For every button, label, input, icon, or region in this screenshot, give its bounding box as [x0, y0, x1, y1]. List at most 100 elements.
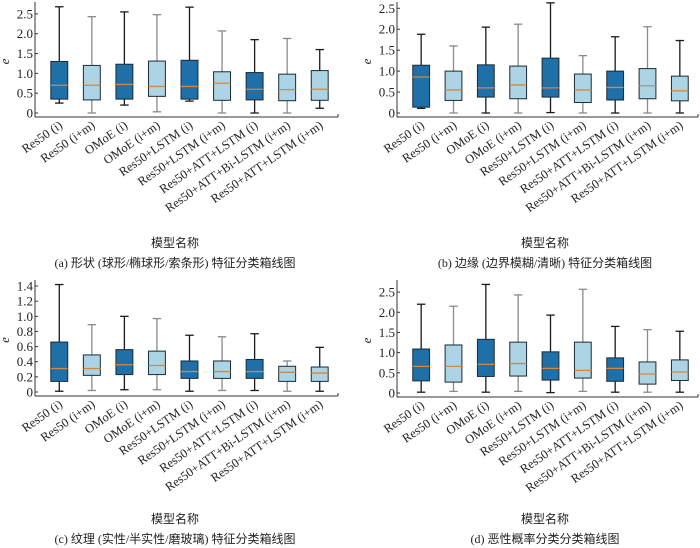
- box-7: [606, 36, 625, 114]
- iqr-box: [476, 64, 495, 98]
- y-tick-label: 0: [389, 386, 396, 401]
- y-tick-label: 0.4: [17, 354, 34, 369]
- box-9: [670, 39, 689, 114]
- iqr-box: [82, 64, 101, 101]
- box-5: [541, 2, 560, 114]
- y-axis-label: e: [359, 337, 374, 343]
- box-8: [278, 37, 297, 114]
- iqr-box: [444, 344, 463, 383]
- box-8: [278, 360, 297, 392]
- y-tick-label: 2.0: [379, 22, 395, 37]
- iqr-box: [147, 350, 166, 376]
- chart-c-xlabel: 模型名称: [150, 512, 199, 526]
- box-9: [310, 48, 329, 109]
- iqr-box: [412, 64, 431, 108]
- y-tick-label: 2.5: [17, 6, 33, 21]
- y-tick-label: 1.0: [17, 66, 33, 81]
- y-tick-label: 0.6: [17, 339, 34, 354]
- iqr-box: [541, 351, 560, 381]
- chart-d-caption: (d) 恶性概率分类分类箱线图: [470, 532, 620, 546]
- chart-a-xlabel: 模型名称: [150, 236, 199, 250]
- iqr-box: [180, 59, 199, 100]
- y-tick-label: 1.0: [379, 345, 395, 360]
- chart-c-caption: (c) 纹理 (实性/半实性/磨玻璃) 特征分类箱线图: [54, 532, 296, 546]
- iqr-box: [541, 57, 560, 98]
- box-4: [509, 23, 528, 114]
- iqr-box: [213, 71, 232, 101]
- iqr-box: [180, 360, 199, 379]
- iqr-box: [115, 349, 134, 376]
- y-tick-label: 1.5: [379, 325, 395, 340]
- iqr-box: [278, 73, 297, 102]
- iqr-box: [476, 338, 495, 377]
- box-6: [213, 336, 232, 392]
- y-tick-label: 0: [27, 385, 34, 400]
- chart-a-caption: (a) 形状 (球形/椭球形/索条形) 特征分类箱线图: [54, 256, 296, 270]
- y-axis-label: e: [0, 337, 12, 343]
- y-tick-label: 0.5: [17, 86, 33, 101]
- panel-b: 0 0.5 1.0 1.5 2.0 2.5 e Res50 (i) Res50 (i+m) OMo…: [350, 0, 700, 274]
- iqr-box: [638, 361, 657, 385]
- box-2: [82, 16, 101, 114]
- y-tick-label: 0.8: [17, 324, 33, 339]
- y-tick-label: 1.2: [17, 294, 33, 309]
- iqr-box: [213, 360, 232, 379]
- box-5: [180, 6, 199, 102]
- iqr-box: [606, 70, 625, 101]
- box-3: [115, 11, 134, 106]
- y-tick-label: 0.5: [379, 365, 395, 380]
- box-8: [638, 328, 657, 393]
- y-tick-label: 2.5: [379, 285, 395, 300]
- iqr-box: [245, 72, 264, 101]
- box-4: [147, 14, 166, 113]
- iqr-box: [638, 68, 657, 100]
- box-2: [444, 45, 463, 114]
- chart-c-svg: 00.20.40.60.81.01.21.4eRes50 (i)Res50 (i…: [0, 279, 339, 494]
- box-4: [509, 294, 528, 393]
- iqr-box: [509, 341, 528, 377]
- iqr-box: [310, 70, 329, 101]
- chart-b-caption: (b) 边缘 (边界模糊/清晰) 特征分类箱线图: [437, 256, 653, 270]
- panel-c: 00.20.40.60.81.01.21.4eRes50 (i)Res50 (i…: [0, 274, 350, 548]
- y-axis-label: e: [0, 58, 12, 64]
- iqr-box: [509, 65, 528, 100]
- y-tick-label: 0: [27, 106, 34, 121]
- box-7: [606, 325, 625, 393]
- iqr-box: [82, 354, 101, 376]
- box-3: [115, 315, 134, 391]
- iqr-box: [444, 70, 463, 101]
- box-6: [573, 288, 592, 393]
- y-tick-label: 1.0: [379, 64, 395, 79]
- box-3: [476, 26, 495, 114]
- iqr-box: [147, 60, 166, 97]
- y-tick-label: 0: [389, 106, 396, 121]
- box-1: [412, 303, 431, 393]
- y-tick-label: 2.5: [379, 1, 395, 16]
- box-3: [476, 283, 495, 393]
- box-5: [541, 314, 560, 394]
- y-axis-label: e: [359, 58, 374, 64]
- box-9: [670, 330, 689, 393]
- box-4: [147, 317, 166, 391]
- box-9: [310, 346, 329, 392]
- y-tick-label: 1.5: [17, 46, 33, 61]
- iqr-box: [278, 365, 297, 382]
- box-6: [213, 30, 232, 114]
- box-1: [50, 6, 69, 104]
- box-2: [444, 305, 463, 393]
- iqr-box: [245, 358, 264, 379]
- y-tick-label: 1.0: [17, 309, 33, 324]
- box-6: [573, 54, 592, 114]
- iqr-box: [573, 341, 592, 379]
- iqr-box: [670, 359, 689, 381]
- chart-d-xlabel: 模型名称: [520, 512, 569, 526]
- box-1: [412, 33, 431, 110]
- y-tick-label: 0.5: [379, 85, 395, 100]
- iqr-box: [606, 357, 625, 382]
- iqr-box: [50, 60, 69, 100]
- chart-b-xlabel: 模型名称: [520, 236, 569, 250]
- iqr-box: [412, 348, 431, 382]
